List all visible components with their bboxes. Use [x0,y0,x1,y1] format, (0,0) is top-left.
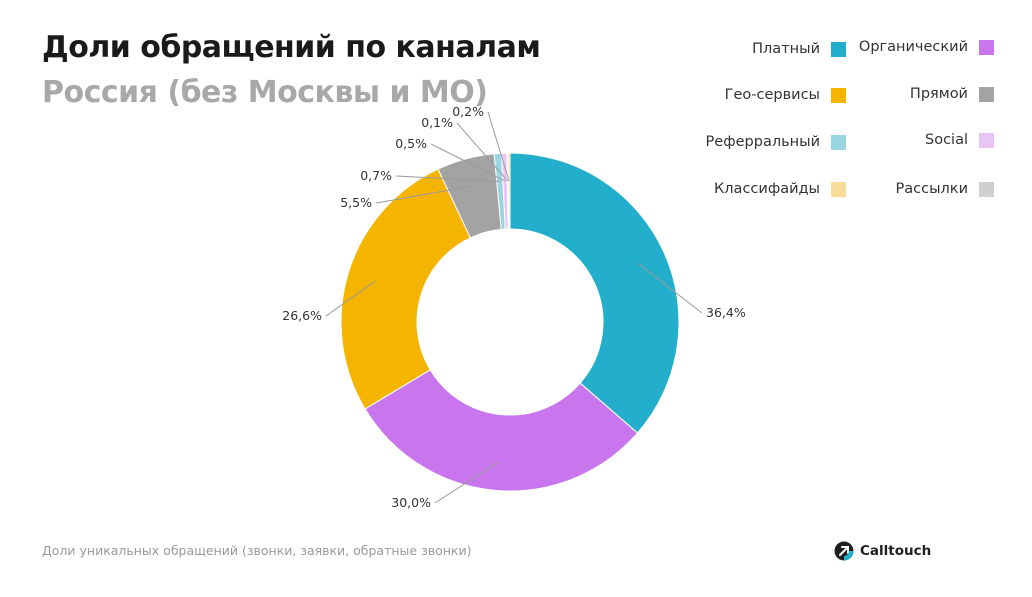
leader-line-7 [487,111,510,182]
legend-label: Гео-сервисы [724,87,820,103]
calltouch-logo-icon [834,541,854,561]
page-title: Доли обращений по каналам [42,30,541,65]
legend-swatch [979,86,994,102]
legend-label: Прямой [909,86,968,102]
legend-label: Social [925,132,968,148]
page-subtitle: Россия (без Москвы и МО) [42,75,488,110]
brand: Calltouch [834,541,931,561]
data-label-5: 0,5% [395,136,427,151]
legend-swatch [831,41,846,57]
data-label-6: 0,1% [421,115,453,130]
legend-item-referral: Реферральный [706,134,846,150]
slice-7 [507,152,511,230]
legend-item-organic: Органический [859,39,994,55]
data-label-0: 36,4% [706,305,746,320]
data-label-7: 0,2% [452,104,484,119]
leader-line-1 [434,462,498,504]
brand-name: Calltouch [860,543,932,559]
leader-line-4 [395,175,500,182]
slice-2 [340,168,472,410]
leader-line-5 [430,143,506,182]
legend-label: Реферральный [705,134,820,150]
legend-swatch [831,87,846,103]
legend-label: Платный [752,41,820,57]
leader-line-6 [456,122,509,182]
leader-line-2 [325,280,376,317]
legend-item-geo: Гео-сервисы [725,87,846,103]
footnote: Доли уникальных обращений (звонки, заявк… [42,543,472,558]
legend-label: Рассылки [895,181,968,197]
slice-0 [509,152,680,434]
legend-swatch [831,181,846,197]
data-label-2: 26,6% [282,308,322,323]
data-label-3: 5,5% [340,195,372,210]
legend-item-classifieds: Классифайды [714,181,846,197]
legend-label: Классифайды [714,181,820,197]
leader-line-3 [375,185,473,204]
legend-swatch [979,181,994,197]
legend-swatch [979,132,994,148]
legend-swatch [979,39,994,55]
leader-line-0 [638,263,703,314]
slice-1 [364,369,639,492]
data-label-1: 30,0% [391,495,431,510]
legend-item-paid: Платный [752,41,846,57]
legend-label: Органический [858,39,968,55]
legend-item-mailing: Рассылки [896,181,994,197]
legend-item-social: Social [925,132,994,148]
data-label-4: 0,7% [360,168,392,183]
legend-swatch [831,134,846,150]
legend-item-direct: Прямой [910,86,994,102]
